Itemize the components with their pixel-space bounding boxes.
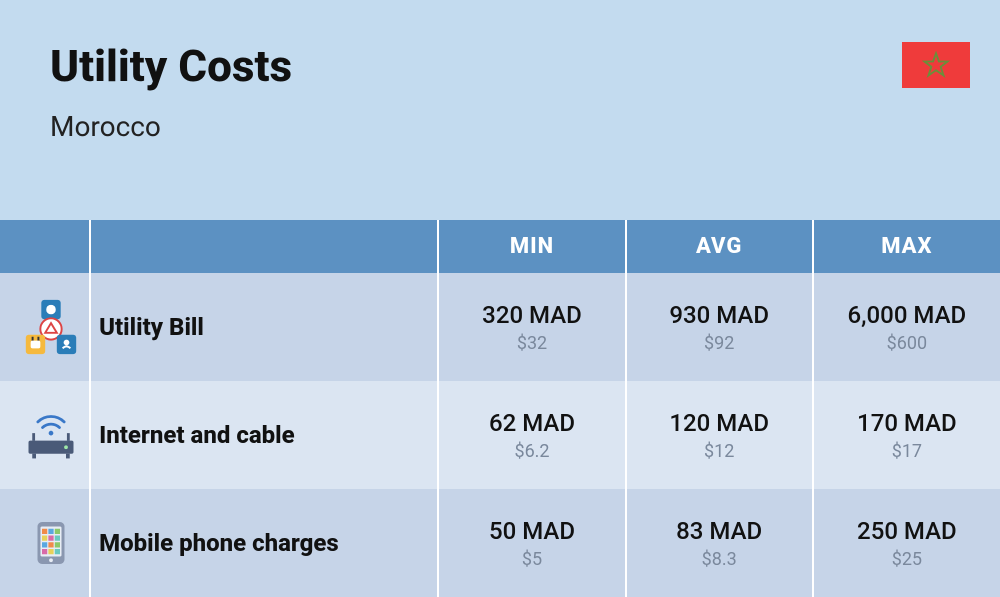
icon-cell: [0, 489, 90, 597]
col-name: [90, 220, 438, 273]
icon-cell: [0, 381, 90, 489]
val-mad: 62 MAD: [439, 409, 624, 437]
val-usd: $12: [627, 441, 812, 462]
table-row: Utility Bill 320 MAD $32 930 MAD $92 6,0…: [0, 273, 1000, 381]
cell-max: 6,000 MAD $600: [813, 273, 1000, 381]
cell-min: 50 MAD $5: [438, 489, 625, 597]
table-header-row: MIN AVG MAX: [0, 220, 1000, 273]
cell-max: 250 MAD $25: [813, 489, 1000, 597]
star-icon: [922, 51, 950, 79]
val-mad: 320 MAD: [439, 301, 624, 329]
val-usd: $8.3: [627, 549, 812, 570]
router-icon: [20, 404, 82, 466]
row-name: Utility Bill: [90, 273, 438, 381]
header: Utility Costs Morocco: [0, 0, 1000, 220]
val-mad: 120 MAD: [627, 409, 812, 437]
val-mad: 250 MAD: [814, 517, 1000, 545]
table-row: Mobile phone charges 50 MAD $5 83 MAD $8…: [0, 489, 1000, 597]
val-mad: 50 MAD: [439, 517, 624, 545]
val-usd: $17: [814, 441, 1000, 462]
cell-max: 170 MAD $17: [813, 381, 1000, 489]
costs-table: MIN AVG MAX: [0, 220, 1000, 597]
table-row: Internet and cable 62 MAD $6.2 120 MAD $…: [0, 381, 1000, 489]
page-subtitle: Morocco: [50, 110, 950, 143]
row-name: Mobile phone charges: [90, 489, 438, 597]
cell-min: 320 MAD $32: [438, 273, 625, 381]
val-mad: 930 MAD: [627, 301, 812, 329]
val-usd: $25: [814, 549, 1000, 570]
val-mad: 83 MAD: [627, 517, 812, 545]
cell-min: 62 MAD $6.2: [438, 381, 625, 489]
page-title: Utility Costs: [50, 40, 950, 92]
cell-avg: 930 MAD $92: [626, 273, 813, 381]
val-mad: 170 MAD: [814, 409, 1000, 437]
val-usd: $5: [439, 549, 624, 570]
col-min: MIN: [438, 220, 625, 273]
icon-cell: [0, 273, 90, 381]
utility-icon: [20, 296, 82, 358]
phone-icon: [20, 512, 82, 574]
col-avg: AVG: [626, 220, 813, 273]
val-usd: $32: [439, 333, 624, 354]
cell-avg: 83 MAD $8.3: [626, 489, 813, 597]
col-max: MAX: [813, 220, 1000, 273]
col-icon: [0, 220, 90, 273]
row-name: Internet and cable: [90, 381, 438, 489]
val-usd: $600: [814, 333, 1000, 354]
cell-avg: 120 MAD $12: [626, 381, 813, 489]
val-usd: $92: [627, 333, 812, 354]
val-usd: $6.2: [439, 441, 624, 462]
flag-morocco: [902, 42, 970, 88]
val-mad: 6,000 MAD: [814, 301, 1000, 329]
